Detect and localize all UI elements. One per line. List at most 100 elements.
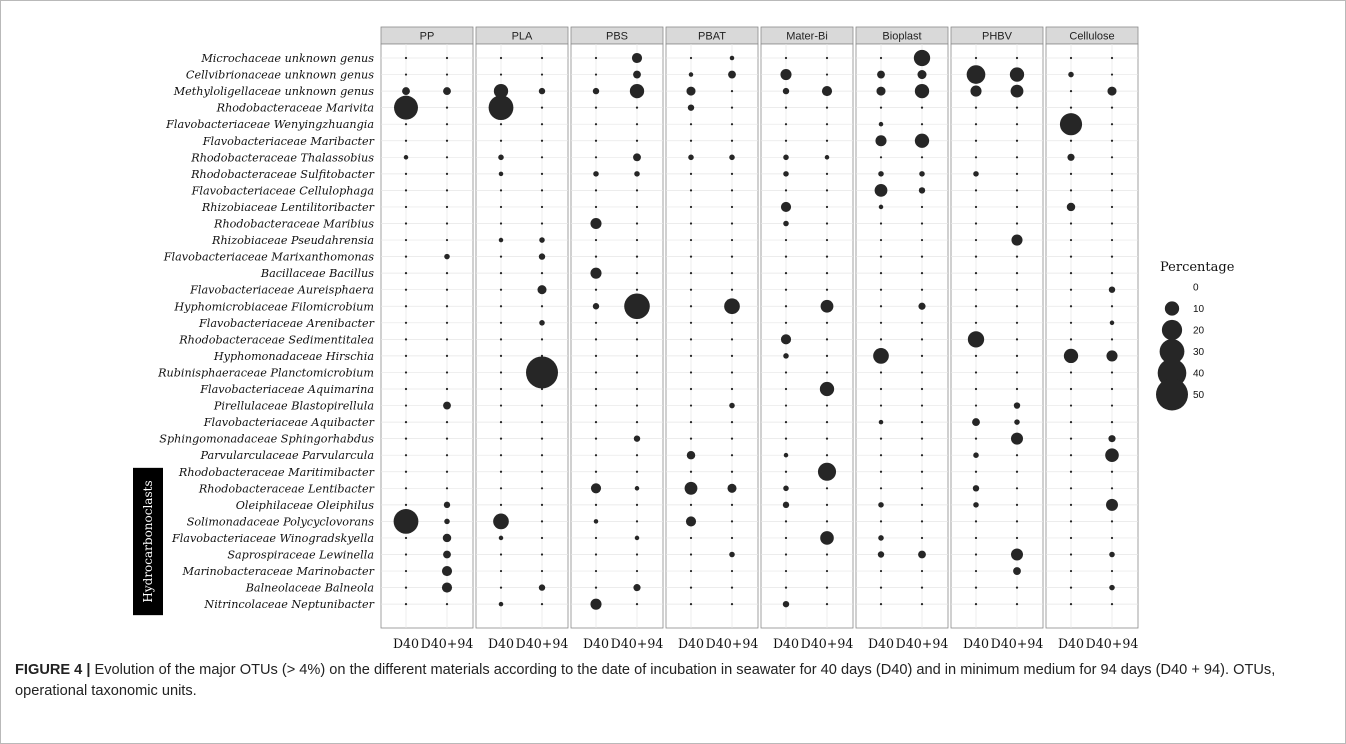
legend-bubble [1157,358,1187,388]
background-point [445,156,449,159]
background-point [635,603,639,606]
background-point [1015,520,1019,523]
background-point [784,437,788,440]
figure-caption: FIGURE 4 | Evolution of the major OTUs (… [15,660,1335,702]
background-point [635,371,639,374]
background-point [404,73,408,76]
background-point [920,338,924,341]
bubble-point [1011,548,1023,561]
background-point [689,139,693,142]
background-point [879,520,883,523]
bubble-point [498,601,504,607]
background-point [635,189,639,192]
background-point [825,205,829,209]
background-point [825,139,829,142]
background-point [540,404,544,407]
background-point [689,172,693,175]
background-point [1015,288,1019,291]
legend-bubble [1159,339,1185,364]
background-point [920,123,924,126]
bubble-point [1105,448,1119,462]
background-point [974,321,978,324]
background-point [730,354,734,357]
background-point [730,172,734,175]
y-tick-label: Nitrincolaceae Neptunibacter [203,598,374,611]
background-point [689,272,693,275]
background-point [730,123,734,126]
background-point [879,56,883,60]
background-point [1069,305,1073,308]
background-point [879,470,883,473]
bubble-point [441,565,453,577]
background-point [920,603,924,606]
background-point [974,123,978,126]
bubble-point [629,83,645,99]
background-point [1110,305,1114,308]
x-tick-label: D40+94 [421,636,474,651]
background-point [974,586,978,589]
background-point [594,338,598,341]
background-point [540,139,544,142]
background-point [974,189,978,192]
background-point [920,454,924,457]
legend-label: 20 [1193,326,1205,337]
panel-label-cellulose: Cellulose [1069,31,1114,43]
background-point [1069,255,1073,258]
background-point [540,421,544,424]
background-point [1110,222,1114,225]
panel-label-pla: PLA [512,31,533,43]
background-point [499,139,503,142]
background-point [404,56,408,60]
bubble-point [914,133,930,148]
background-point [540,205,544,209]
background-point [404,454,408,457]
background-point [1015,321,1019,324]
background-point [404,321,408,324]
background-point [1069,536,1073,540]
background-point [974,371,978,374]
bubble-point [972,485,980,492]
x-tick-label: D40 [678,636,704,651]
background-point [825,354,829,357]
background-point [825,421,829,424]
background-point [784,106,788,109]
background-point [1069,586,1073,589]
background-point [784,553,788,556]
y-tick-label: Flavobacteriaceae Aquibacter [203,416,375,429]
background-point [920,238,924,242]
bubble-point [874,184,888,197]
background-point [879,387,883,391]
background-point [730,387,734,391]
background-point [404,503,408,506]
background-point [594,404,598,407]
bubble-point [783,452,789,458]
bubble-point [878,121,884,127]
background-point [404,421,408,424]
panel-label-bioplast: Bioplast [882,31,921,43]
background-point [404,139,408,142]
bubble-point [780,334,792,345]
background-point [784,421,788,424]
background-point [1069,338,1073,341]
bubble-point [686,450,696,460]
background-point [1015,189,1019,192]
legend-bubble [1164,301,1180,316]
background-point [689,255,693,258]
bubble-point [1067,153,1075,161]
bubble-point [782,87,790,95]
background-point [1110,255,1114,258]
background-point [730,421,734,424]
background-point [879,156,883,159]
background-point [730,603,734,606]
background-point [540,56,544,60]
bubble-point [878,419,884,425]
y-tick-label: Hyphomonadaceae Hirschia [213,350,374,363]
background-point [594,437,598,440]
background-point [730,503,734,506]
bubble-point [973,452,979,458]
y-tick-label: Flavobacteriaceae Wenyingzhuangia [165,118,374,131]
background-point [1110,106,1114,109]
bubble-point [918,187,926,194]
background-point [974,569,978,573]
background-point [635,205,639,209]
